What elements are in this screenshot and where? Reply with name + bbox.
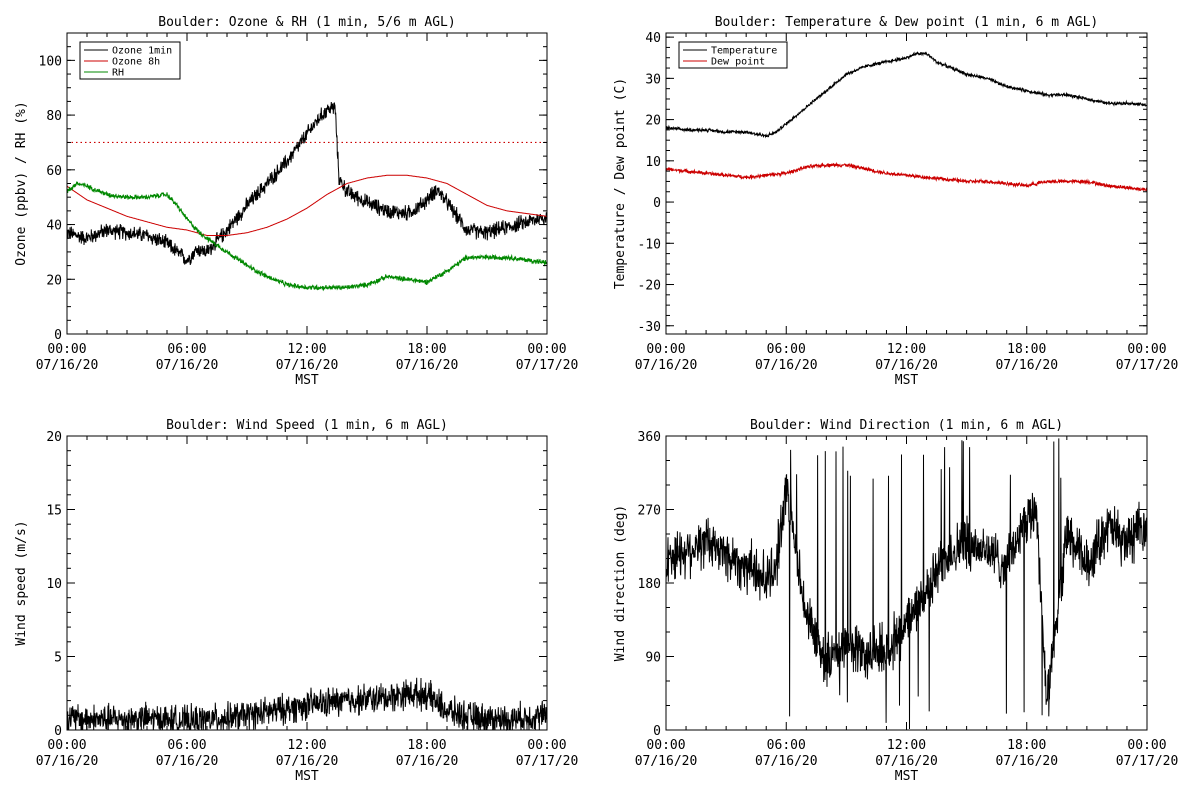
chart-title: Boulder: Ozone & RH (1 min, 5/6 m AGL) <box>158 15 455 30</box>
y-tick-label: 40 <box>645 31 661 46</box>
x-tick-label-time: 18:00 <box>407 738 446 753</box>
y-tick-label: -10 <box>638 237 661 252</box>
series-line-data <box>66 677 548 731</box>
y-tick-label: 0 <box>653 724 661 739</box>
x-tick-label-time: 12:00 <box>287 738 326 753</box>
y-tick-label: 90 <box>645 651 661 666</box>
y-tick-label: 10 <box>46 577 62 592</box>
x-tick-label-date: 07/17/20 <box>1116 754 1179 769</box>
x-tick-label-date: 07/16/20 <box>156 358 219 373</box>
y-tick-label: 180 <box>638 577 661 592</box>
x-tick-label-date: 07/16/20 <box>396 358 459 373</box>
series-line-data <box>665 438 1148 730</box>
legend-label: Temperature <box>711 46 777 57</box>
x-tick-label-time: 00:00 <box>47 738 86 753</box>
y-tick-label: 0 <box>54 328 62 343</box>
chart-title: Boulder: Temperature & Dew point (1 min,… <box>715 15 1099 30</box>
x-tick-label-time: 00:00 <box>1127 738 1166 753</box>
y-tick-label: 5 <box>54 651 62 666</box>
x-tick-label-date: 07/16/20 <box>396 754 459 769</box>
x-tick-label-time: 00:00 <box>47 342 86 357</box>
y-tick-label: 10 <box>645 155 661 170</box>
series-line-dew-point <box>665 161 1148 192</box>
legend-label: RH <box>112 68 124 79</box>
y-tick-label: 20 <box>46 273 62 288</box>
x-tick-label-date: 07/16/20 <box>635 754 698 769</box>
x-tick-label-date: 07/17/20 <box>516 358 579 373</box>
x-tick-label-time: 00:00 <box>646 738 685 753</box>
x-tick-label-time: 18:00 <box>1007 738 1046 753</box>
x-tick-label-date: 07/16/20 <box>635 358 698 373</box>
x-axis-label: MST <box>895 373 919 388</box>
y-axis-label: Temperature / Dew point (C) <box>613 78 628 289</box>
x-tick-label-time: 06:00 <box>167 342 206 357</box>
x-axis-label: MST <box>295 373 319 388</box>
x-tick-label-time: 12:00 <box>887 342 926 357</box>
x-tick-label-time: 12:00 <box>887 738 926 753</box>
y-tick-label: 30 <box>645 72 661 87</box>
x-tick-label-time: 06:00 <box>167 738 206 753</box>
x-tick-label-time: 18:00 <box>407 342 446 357</box>
chart-temp: Boulder: Temperature & Dew point (1 min,… <box>613 15 1178 388</box>
x-tick-label-date: 07/16/20 <box>36 754 99 769</box>
chart-ozone: Boulder: Ozone & RH (1 min, 5/6 m AGL) 0 2… <box>14 15 578 388</box>
x-tick-label-time: 12:00 <box>287 342 326 357</box>
legend-label: Ozone 1min <box>112 46 172 57</box>
x-tick-label-date: 07/16/20 <box>276 358 339 373</box>
y-tick-label: 20 <box>645 114 661 129</box>
y-tick-label: 100 <box>39 54 62 69</box>
chart-wind: Boulder: Wind Speed (1 min, 6 m AGL) 0 5 10… <box>14 418 578 784</box>
chart-wdir: Boulder: Wind Direction (1 min, 6 m AGL)… <box>613 418 1178 784</box>
y-tick-label: 20 <box>46 430 62 445</box>
x-tick-label-time: 00:00 <box>527 738 566 753</box>
x-tick-label-time: 00:00 <box>527 342 566 357</box>
x-tick-label-time: 06:00 <box>767 738 806 753</box>
y-axis-label: Wind speed (m/s) <box>14 520 29 645</box>
y-axis-label: Ozone (ppbv) / RH (%) <box>14 101 29 265</box>
series-line-ozone-1min <box>66 101 548 265</box>
x-tick-label-date: 07/16/20 <box>995 358 1058 373</box>
x-tick-label-date: 07/17/20 <box>516 754 579 769</box>
y-tick-label: -30 <box>638 320 661 335</box>
x-tick-label-time: 00:00 <box>646 342 685 357</box>
series-line-temperature <box>665 51 1148 139</box>
x-tick-label-date: 07/16/20 <box>755 754 818 769</box>
y-tick-label: -20 <box>638 279 661 294</box>
plot-frame <box>665 32 1148 335</box>
plot-frame <box>66 435 548 731</box>
x-tick-label-time: 18:00 <box>1007 342 1046 357</box>
chart-title: Boulder: Wind Speed (1 min, 6 m AGL) <box>166 418 448 433</box>
legend-label: Ozone 8h <box>112 57 160 68</box>
x-axis-label: MST <box>295 769 319 784</box>
chart-title: Boulder: Wind Direction (1 min, 6 m AGL) <box>750 418 1063 433</box>
x-tick-label-date: 07/16/20 <box>36 358 99 373</box>
x-tick-label-date: 07/16/20 <box>875 358 938 373</box>
y-tick-label: 0 <box>54 724 62 739</box>
y-tick-label: 15 <box>46 504 62 519</box>
x-tick-label-date: 07/16/20 <box>156 754 219 769</box>
x-tick-label-date: 07/17/20 <box>1116 358 1179 373</box>
y-tick-label: 40 <box>46 219 62 234</box>
x-tick-label-time: 06:00 <box>767 342 806 357</box>
y-axis-label: Wind direction (deg) <box>613 505 628 662</box>
x-tick-label-date: 07/16/20 <box>875 754 938 769</box>
x-axis-label: MST <box>895 769 919 784</box>
series-line-ozone-8h <box>66 174 547 236</box>
x-tick-label-time: 00:00 <box>1127 342 1166 357</box>
x-tick-label-date: 07/16/20 <box>995 754 1058 769</box>
y-tick-label: 0 <box>653 196 661 211</box>
legend-label: Dew point <box>711 57 765 68</box>
legend-box <box>678 41 788 69</box>
x-tick-label-date: 07/16/20 <box>276 754 339 769</box>
y-tick-label: 360 <box>638 430 661 445</box>
x-tick-label-date: 07/16/20 <box>755 358 818 373</box>
series-line-rh <box>66 181 548 292</box>
y-tick-label: 80 <box>46 109 62 124</box>
y-tick-label: 270 <box>638 504 661 519</box>
y-tick-label: 60 <box>46 164 62 179</box>
